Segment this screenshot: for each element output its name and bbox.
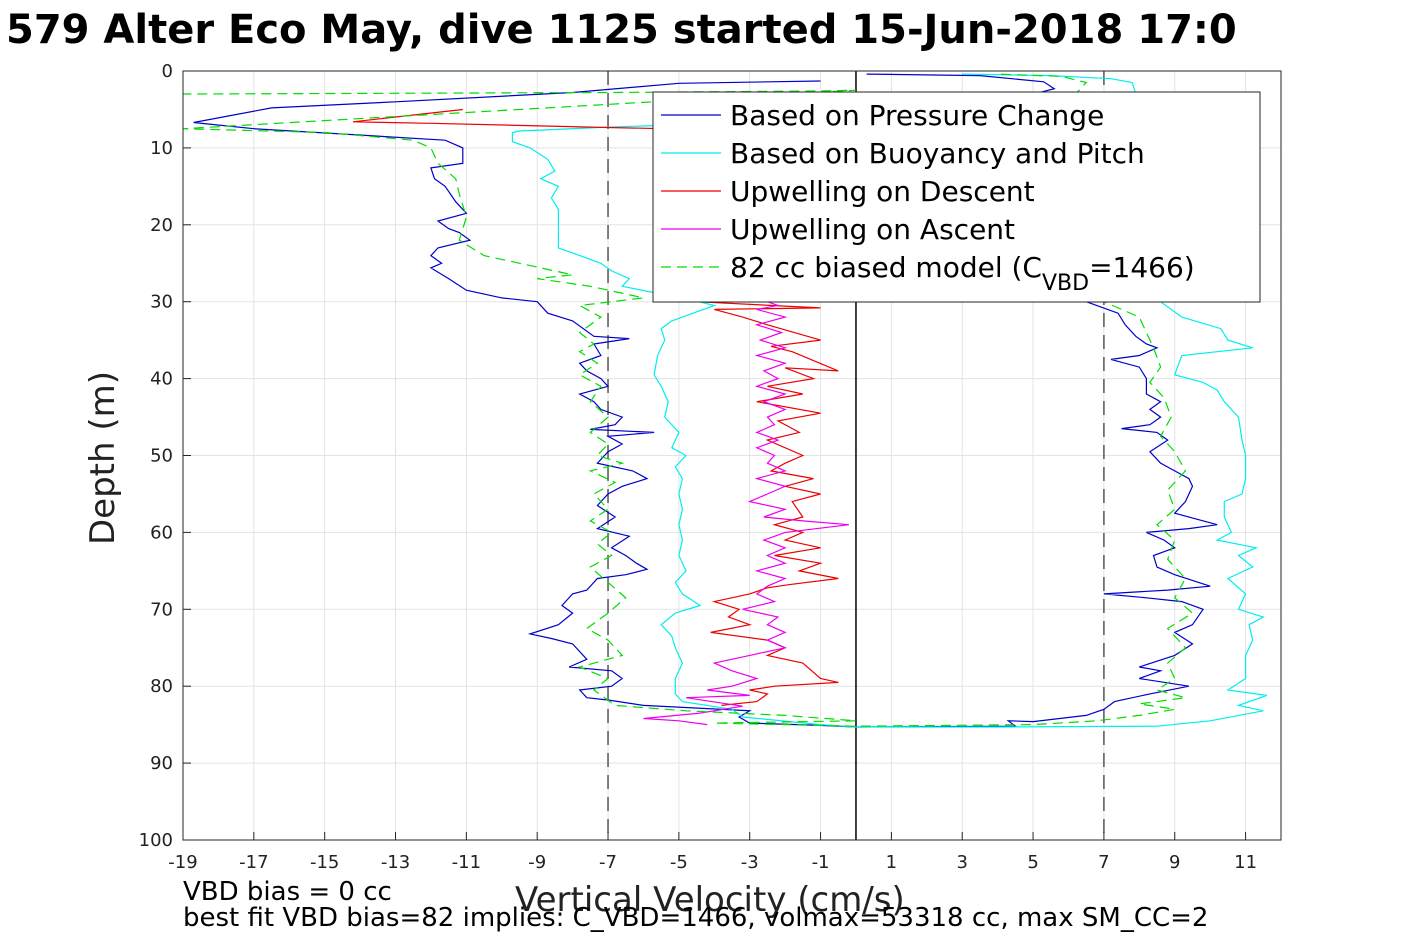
y-tick-label: 50 — [150, 446, 173, 467]
series-layer — [183, 73, 1267, 728]
x-tick-label: -15 — [310, 852, 339, 873]
y-tick-label: 80 — [150, 676, 173, 697]
x-tick-label: 3 — [956, 852, 967, 873]
y-tick-label: 90 — [150, 753, 173, 774]
legend-label-1: Based on Buoyancy and Pitch — [730, 137, 1145, 170]
series-line-2 — [352, 108, 839, 706]
legend: Based on Pressure Change Based on Buoyanc… — [652, 91, 1261, 303]
x-axis-label: Vertical Velocity (cm/s) — [515, 880, 905, 920]
x-tick-label: 1 — [886, 852, 897, 873]
y-tick-label: 40 — [150, 369, 173, 390]
y-tick-label: 20 — [150, 215, 173, 236]
legend-label-3: Upwelling on Ascent — [730, 213, 1015, 246]
x-tick-label: 11 — [1234, 852, 1257, 873]
x-tick-label: -13 — [381, 852, 410, 873]
x-tick-label: -19 — [168, 852, 197, 873]
series-line-1 — [511, 73, 1267, 728]
legend-label-0: Based on Pressure Change — [730, 99, 1104, 132]
x-tick-label: -7 — [599, 852, 617, 873]
y-tick-label: 100 — [139, 830, 173, 851]
footer-vbd-bias: VBD bias = 0 cc — [183, 877, 392, 907]
chart-title: 579 Alter Eco May, dive 1125 started 15-… — [6, 7, 1237, 53]
x-tick-label: -11 — [452, 852, 481, 873]
x-tick-label: 9 — [1169, 852, 1180, 873]
x-tick-label: -9 — [528, 852, 546, 873]
series-line-4 — [183, 73, 1194, 727]
y-axis-label: Depth (m) — [83, 370, 123, 546]
x-tick-label: -5 — [670, 852, 688, 873]
y-tick-label: 70 — [150, 599, 173, 620]
series-line-3 — [643, 293, 849, 726]
y-tick-label: 30 — [150, 292, 173, 313]
x-tick-label: -17 — [239, 852, 268, 873]
x-tick-label: -1 — [812, 852, 830, 873]
legend-label-2: Upwelling on Descent — [730, 175, 1035, 208]
x-tick-label: 7 — [1098, 852, 1109, 873]
x-tick-label: 5 — [1027, 852, 1038, 873]
y-tick-label: 60 — [150, 522, 173, 543]
axis-ticks: -19 -17 -15 -13 -11 -9 -7 -5 -3 -1 1 3 5 7 9 1101020304… — [139, 61, 1257, 873]
series-line-0 — [193, 73, 1218, 728]
y-tick-label: 0 — [162, 61, 173, 82]
y-tick-label: 10 — [150, 138, 173, 159]
legend-box — [652, 91, 1261, 303]
footer-best-fit: best fit VBD bias=82 implies: C_VBD=1466… — [183, 903, 1209, 933]
x-tick-label: -3 — [741, 852, 759, 873]
